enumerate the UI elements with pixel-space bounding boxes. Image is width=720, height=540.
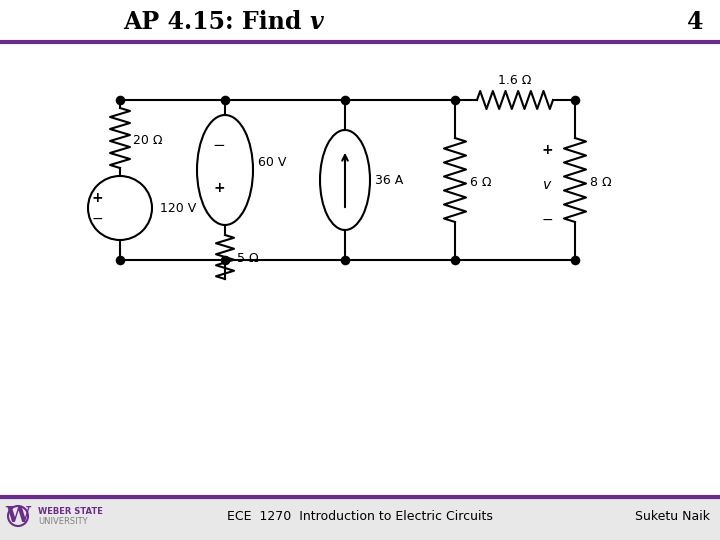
Text: 5 Ω: 5 Ω: [237, 253, 258, 266]
Text: +: +: [541, 143, 553, 157]
Text: v: v: [543, 178, 551, 192]
Text: 6 Ω: 6 Ω: [470, 176, 492, 188]
Point: [570, 255, 581, 264]
Text: 120 V: 120 V: [160, 201, 197, 214]
Text: 8 Ω: 8 Ω: [590, 176, 611, 188]
Text: +: +: [91, 191, 103, 205]
Text: −: −: [91, 212, 103, 226]
Point: [449, 255, 461, 264]
Text: 36 A: 36 A: [375, 173, 403, 186]
Text: ECE  1270  Introduction to Electric Circuits: ECE 1270 Introduction to Electric Circui…: [227, 510, 493, 523]
Text: Suketu Naik: Suketu Naik: [635, 510, 710, 523]
Point: [570, 96, 581, 104]
Text: 4: 4: [686, 10, 703, 34]
Text: 60 V: 60 V: [258, 156, 287, 168]
Point: [114, 255, 126, 264]
Point: [449, 96, 461, 104]
Point: [219, 255, 230, 264]
Text: 20 Ω: 20 Ω: [133, 133, 163, 146]
Point: [339, 96, 351, 104]
Text: WEBER STATE: WEBER STATE: [38, 508, 103, 516]
Text: −: −: [541, 213, 553, 227]
Text: +: +: [213, 181, 225, 195]
Text: −: −: [212, 138, 225, 152]
Point: [114, 96, 126, 104]
Bar: [0, 497, 720, 540]
Text: W: W: [6, 505, 30, 527]
Text: AP 4.15: Find: AP 4.15: Find: [123, 10, 310, 34]
Point: [219, 96, 230, 104]
Text: v: v: [310, 10, 324, 34]
Text: 1.6 Ω: 1.6 Ω: [498, 73, 531, 86]
Text: UNIVERSITY: UNIVERSITY: [38, 517, 88, 526]
Point: [339, 255, 351, 264]
